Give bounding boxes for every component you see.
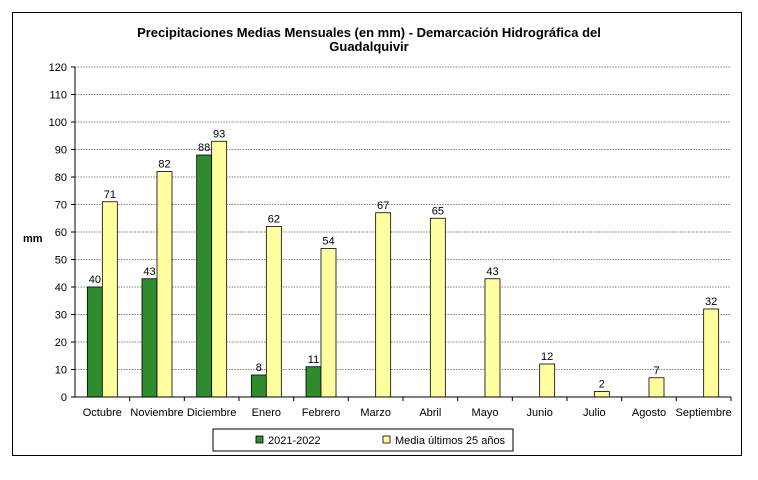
bar-media — [648, 377, 665, 398]
legend-swatch-2021-2022 — [255, 435, 264, 444]
data-label-media: 62 — [268, 214, 280, 226]
data-label-media: 7 — [653, 365, 659, 377]
bar-media — [211, 140, 228, 398]
legend-box — [212, 428, 514, 452]
bar-media — [593, 391, 610, 398]
y-tick-label: 10 — [55, 365, 67, 377]
y-tick-label: 90 — [55, 145, 67, 157]
y-tick-label: 40 — [55, 282, 67, 294]
data-label-media: 65 — [432, 205, 444, 217]
data-label-media: 67 — [377, 200, 389, 212]
y-tick-label: 70 — [55, 200, 67, 212]
data-label-2021-2022: 40 — [89, 274, 101, 286]
bar-media — [156, 171, 173, 398]
category-label: Agosto — [632, 407, 666, 419]
y-tick-label: 30 — [55, 310, 67, 322]
chart-frame: Precipitaciones Medias Mensuales (en mm)… — [12, 12, 742, 456]
bar-media — [375, 212, 392, 398]
data-label-media: 43 — [486, 266, 498, 278]
data-label-media: 93 — [213, 128, 225, 140]
bar-media — [484, 278, 501, 398]
category-label: Octubre — [83, 407, 122, 419]
category-label: Mayo — [472, 407, 499, 419]
bar-media — [320, 248, 337, 398]
bar-2021-2022 — [196, 154, 213, 398]
category-label: Abril — [419, 407, 441, 419]
gridlines — [75, 66, 731, 370]
legend-swatch-media — [382, 435, 391, 444]
category-label: Marzo — [360, 407, 391, 419]
chart-title-line2: Guadalquivir — [329, 39, 408, 54]
bar-media — [265, 226, 282, 398]
bar-2021-2022 — [250, 374, 267, 398]
y-tick-label: 20 — [55, 337, 67, 349]
legend-label-2021-2022: 2021-2022 — [268, 435, 321, 447]
legend: 2021-2022 Media últimos 25 años — [212, 428, 514, 452]
chart-canvas: Precipitaciones Medias Mensuales (en mm)… — [23, 25, 732, 452]
data-label-media: 82 — [158, 159, 170, 171]
category-label: Julio — [583, 407, 606, 419]
x-categories: Octubre Noviembre Diciembre Enero Febrero Mar… — [83, 407, 732, 419]
y-tick-label: 110 — [49, 90, 67, 102]
category-label: Junio — [527, 407, 553, 419]
y-tick-label: 80 — [55, 172, 67, 184]
data-label-media: 2 — [599, 379, 605, 391]
data-label-media: 12 — [541, 351, 553, 363]
bar-2021-2022 — [305, 366, 322, 398]
bar-2021-2022 — [86, 286, 103, 398]
bar-2021-2022 — [141, 278, 158, 398]
bar-media — [429, 217, 446, 398]
chart-title-line1: Precipitaciones Medias Mensuales (en mm)… — [137, 25, 601, 40]
y-tick-label: 100 — [49, 117, 67, 129]
y-tick-label: 50 — [55, 255, 67, 267]
data-label-2021-2022: 43 — [143, 266, 155, 278]
data-label-2021-2022: 8 — [256, 362, 262, 374]
bar-media — [703, 308, 720, 398]
axes — [74, 67, 732, 401]
category-label: Septiembre — [676, 407, 732, 419]
y-tick-label: 0 — [61, 392, 67, 404]
legend-label-media: Media últimos 25 años — [395, 435, 506, 447]
data-label-2021-2022: 88 — [198, 142, 210, 154]
data-label-media: 32 — [705, 296, 717, 308]
bar-media — [539, 363, 556, 398]
y-axis-label: mm — [23, 233, 43, 245]
y-ticks: 0 10 20 30 40 50 60 70 80 90 100 110 120 — [49, 62, 75, 404]
data-label-2021-2022: 11 — [308, 354, 319, 366]
category-label: Noviembre — [130, 407, 183, 419]
category-label: Diciembre — [187, 407, 237, 419]
bar-media — [101, 201, 118, 398]
bars — [86, 140, 720, 398]
y-tick-label: 60 — [55, 227, 67, 239]
category-label: Febrero — [302, 407, 341, 419]
category-label: Enero — [252, 407, 281, 419]
data-label-media: 71 — [104, 189, 116, 201]
data-label-media: 54 — [322, 236, 334, 248]
y-tick-label: 120 — [49, 62, 67, 74]
